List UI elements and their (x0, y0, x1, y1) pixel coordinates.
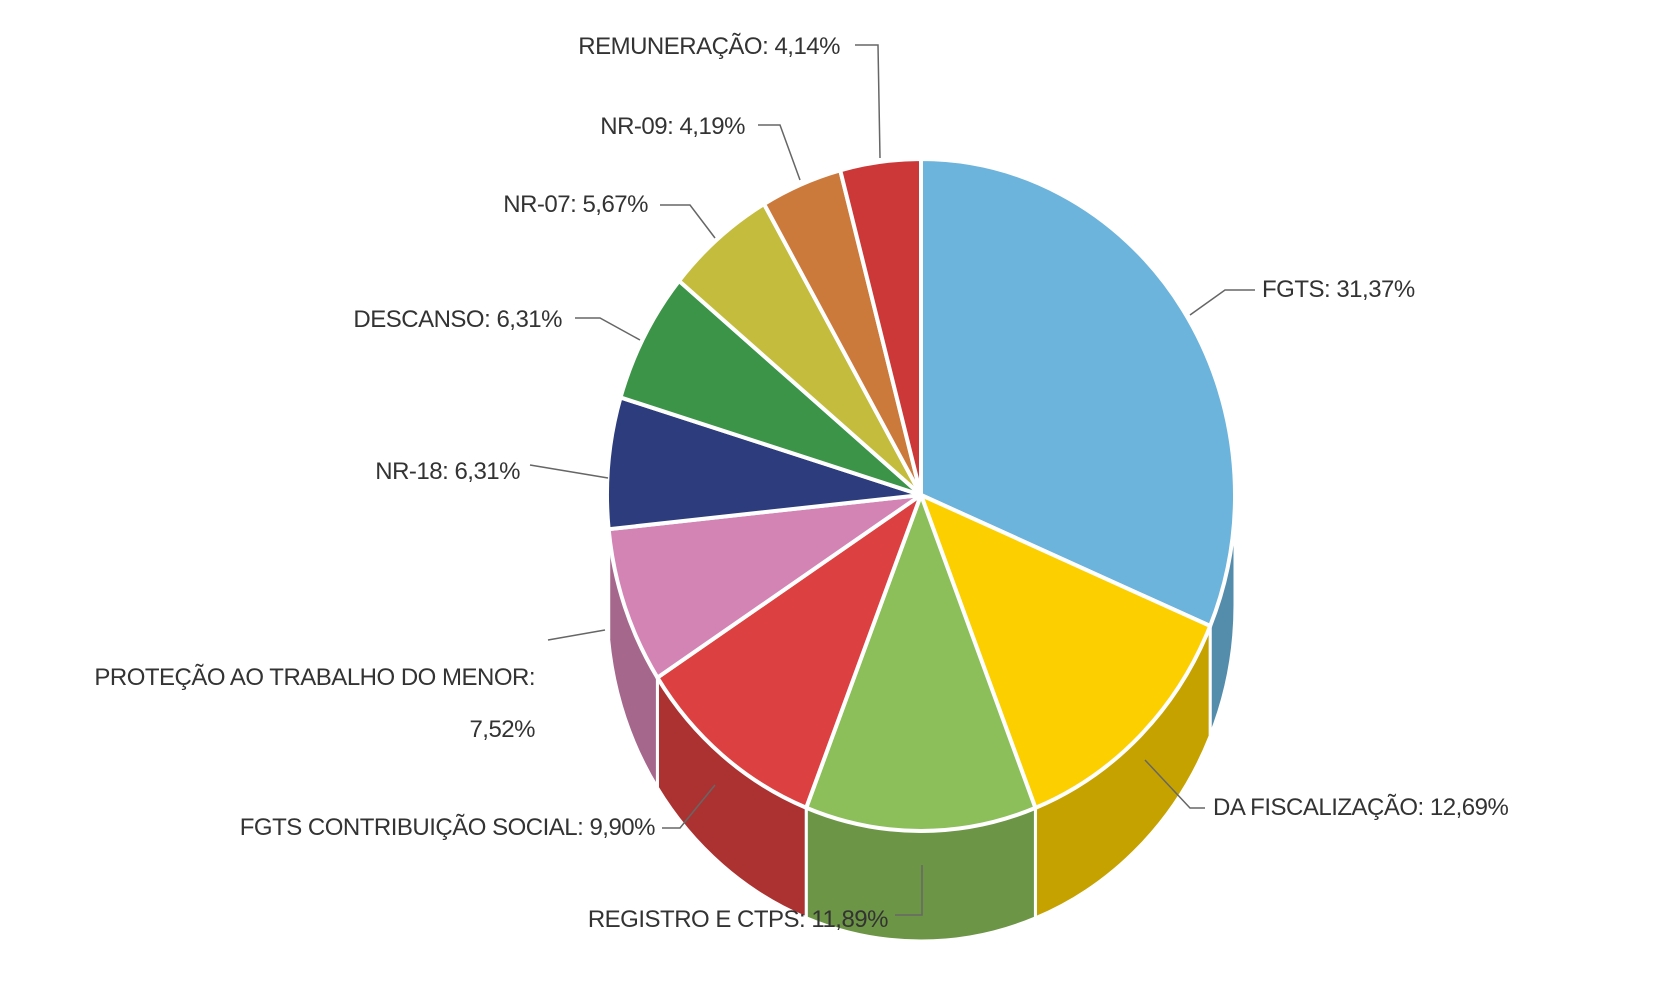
leader-line (895, 865, 923, 916)
data-label: FGTS CONTRIBUIÇÃO SOCIAL: 9,90% (239, 814, 656, 841)
slice (605, 395, 923, 532)
data-label: NR-09: 4,19% (600, 113, 745, 140)
leader-line (547, 629, 606, 641)
data-label: PROTEÇÃO AO TRABALHO DO MENOR: 7,52% (94, 664, 535, 743)
leader-line (855, 44, 881, 159)
data-label: DESCANSO: 6,31% (353, 306, 562, 333)
data-label: REGISTRO E CTPS: 11,89% (587, 906, 889, 933)
leader-line (662, 784, 716, 829)
leader-line (660, 204, 716, 239)
leader-line (1189, 289, 1255, 316)
data-label: NR-07: 5,67% (503, 191, 648, 218)
slice (655, 493, 923, 810)
leader-line (529, 464, 609, 479)
data-label: REMUNERAÇÃO: 4,14% (578, 33, 840, 60)
data-label: NR-18: 6,31% (375, 458, 520, 485)
slice (838, 157, 923, 497)
data-label: FGTS: 31,37% (1262, 276, 1415, 303)
slice (606, 493, 923, 680)
slice (919, 157, 1237, 628)
slice (804, 493, 1038, 833)
slice (618, 278, 923, 497)
leader-line (575, 317, 641, 341)
leader-line (758, 124, 801, 181)
leader-line (1144, 759, 1205, 809)
slice (919, 493, 1213, 810)
data-label: DA FISCALIZAÇÃO: 12,69% (1213, 794, 1509, 821)
